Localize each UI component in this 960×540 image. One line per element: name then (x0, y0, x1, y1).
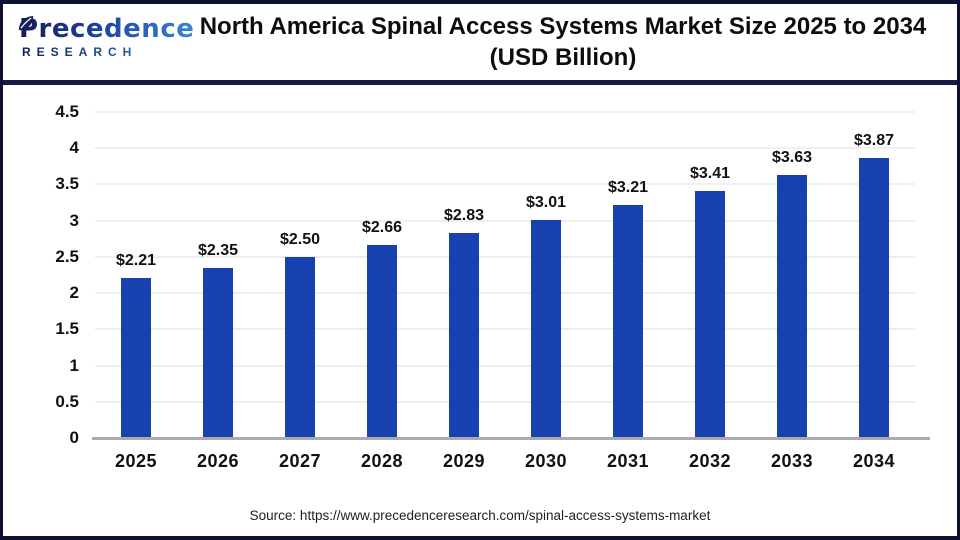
bar-2027 (285, 256, 315, 438)
gridline (95, 328, 915, 331)
x-tick-label: 2027 (278, 451, 322, 471)
x-tick-label: 2033 (770, 451, 814, 471)
x-tick-label: 2026 (196, 451, 240, 471)
gridline (95, 147, 915, 150)
gridline (95, 400, 915, 403)
x-tick-label: 2025 (114, 451, 158, 471)
bar-2028 (367, 245, 397, 438)
bar-value-label: $2.66 (361, 219, 403, 237)
y-axis: 0 0.5 1 1.5 2 2.5 3 3.5 4 4.5 (3, 102, 87, 447)
y-tick-label: 2.5 (55, 246, 79, 266)
x-axis-line (92, 437, 930, 440)
chart-title-line1: North America Spinal Access Systems Mark… (199, 13, 927, 40)
y-tick-label: 1.5 (55, 319, 79, 339)
bar-value-label: $3.41 (689, 164, 731, 182)
y-tick-label: 3.5 (55, 174, 79, 194)
bar-2026 (203, 267, 233, 438)
bar-value-label: $2.35 (197, 241, 239, 259)
bar-value-label: $2.83 (443, 206, 485, 224)
bar-value-label: $3.01 (525, 193, 567, 211)
x-axis: 2025 2026 2027 2028 2029 2030 2031 2032 2033 2034 (95, 451, 915, 477)
y-tick-label: 4 (69, 138, 79, 158)
x-tick-label: 2032 (688, 451, 732, 471)
x-tick-label: 2030 (524, 451, 568, 471)
bar-value-label: $2.50 (279, 230, 321, 248)
x-tick-label: 2028 (360, 451, 404, 471)
gridline (95, 111, 915, 113)
y-tick-label: 0 (69, 428, 79, 447)
chart-title: North America Spinal Access Systems Mark… (175, 11, 951, 73)
y-tick-label: 1 (69, 355, 79, 375)
y-tick-label: 0.5 (55, 391, 79, 411)
bar-2025 (121, 277, 151, 438)
bar-value-label: $3.87 (853, 131, 895, 149)
gridline (95, 255, 915, 258)
bar-value-label: $3.63 (771, 149, 813, 167)
x-tick-label: 2031 (606, 451, 650, 471)
gridline (95, 364, 915, 367)
bar-value-label: $2.21 (115, 251, 157, 269)
logo: Precedence RESEARCH (17, 13, 194, 59)
bar-2030 (531, 219, 561, 438)
bar-2033 (777, 175, 807, 438)
bar-2032 (695, 190, 725, 438)
y-tick-label: 4.5 (55, 102, 79, 121)
leaf-icon (18, 15, 35, 32)
gridline (95, 183, 915, 186)
chart-title-line2: (USD Billion) (489, 44, 637, 71)
plot-area: $2.21 $2.35 $2.50 $2.66 $2.83 $3.01 $3.21 $3.41… (92, 111, 930, 440)
y-tick-label: 2 (69, 283, 79, 303)
source-text: Source: https://www.precedenceresearch.c… (249, 508, 711, 523)
gridline (95, 292, 915, 295)
x-tick-label: 2029 (442, 451, 486, 471)
y-tick-label: 3 (69, 210, 79, 230)
bar-2029 (449, 232, 479, 438)
x-tick-label: 2034 (852, 451, 896, 471)
logo-brand-subtitle: RESEARCH (17, 45, 182, 59)
header-divider (3, 80, 957, 85)
logo-brand-name: Precedence (19, 14, 195, 44)
bar-value-label: $3.21 (607, 179, 649, 197)
gridline (95, 219, 915, 222)
bar-2034 (859, 157, 889, 438)
bar-2031 (613, 205, 643, 438)
